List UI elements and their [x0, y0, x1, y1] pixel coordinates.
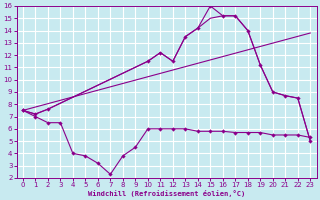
X-axis label: Windchill (Refroidissement éolien,°C): Windchill (Refroidissement éolien,°C): [88, 190, 245, 197]
